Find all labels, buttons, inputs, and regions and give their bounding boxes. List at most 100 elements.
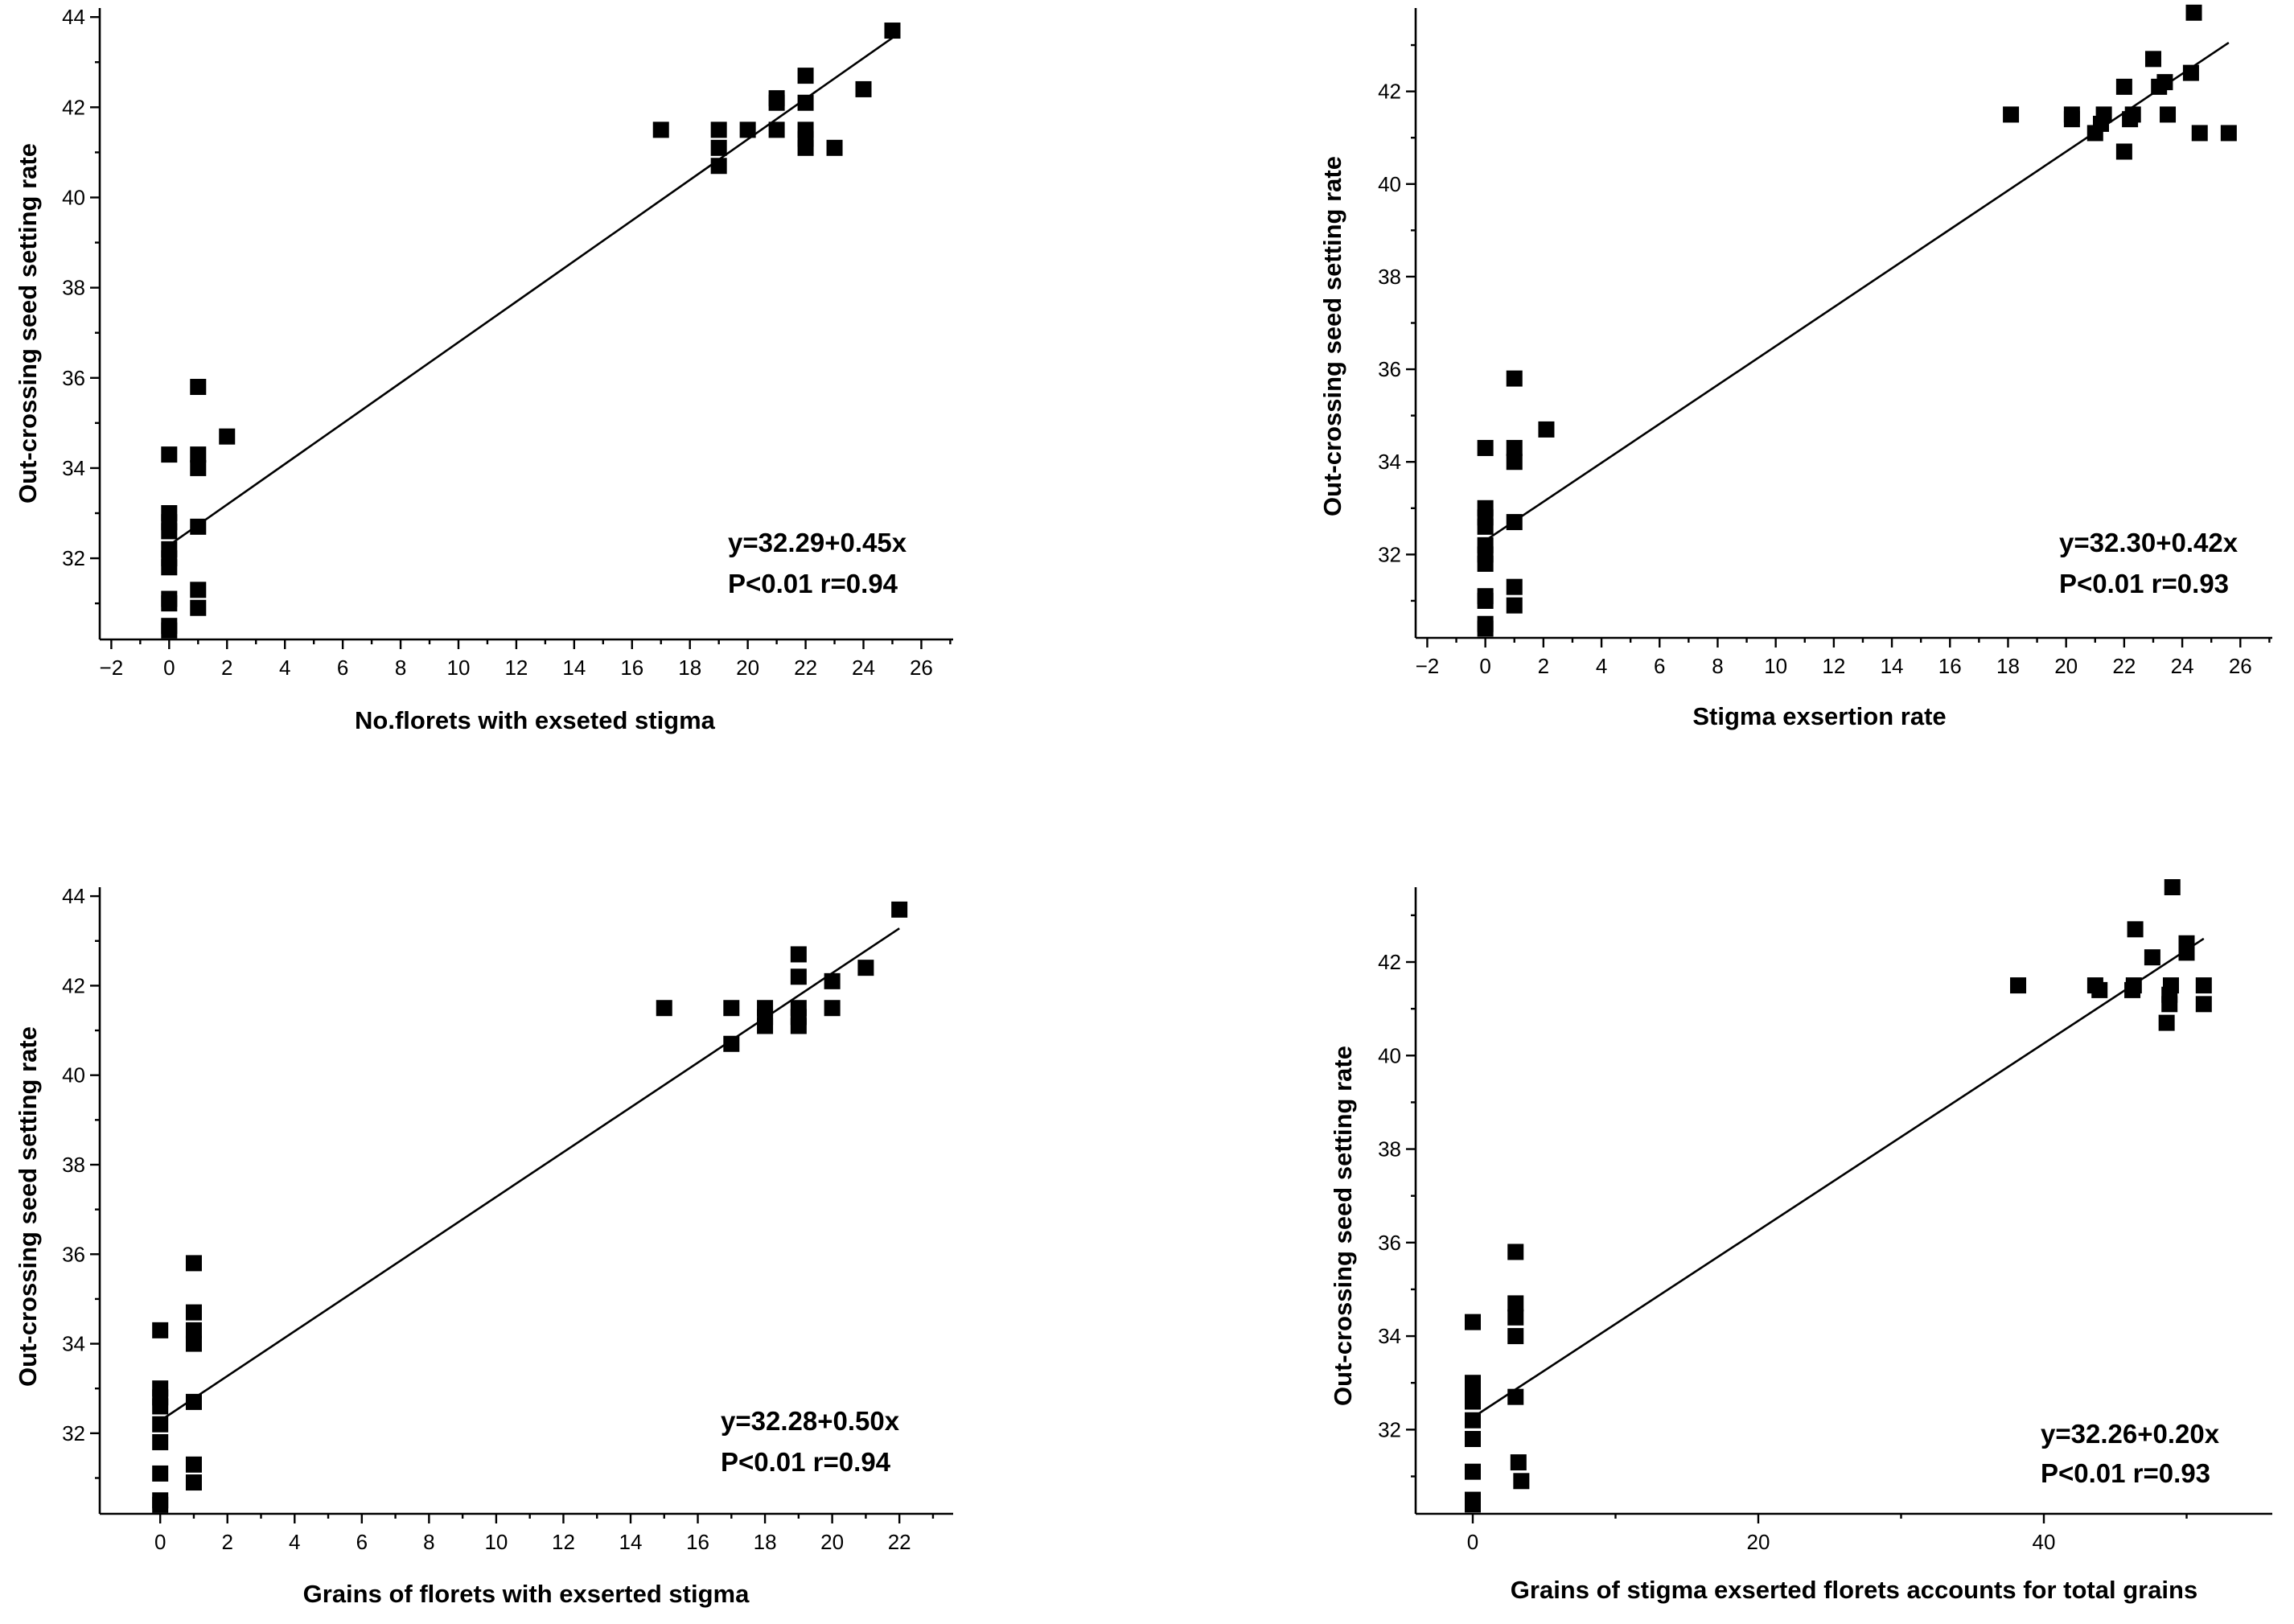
data-point: [790, 946, 807, 963]
data-point: [1477, 439, 1494, 456]
data-point: [790, 1000, 807, 1017]
y-tick-label: 32: [62, 1421, 85, 1445]
data-point: [2178, 935, 2195, 952]
data-point: [190, 446, 207, 463]
data-point: [152, 1465, 169, 1482]
x-tick-label: 2: [221, 656, 232, 680]
y-axis-title: Out-crossing seed setting rate: [14, 1026, 42, 1387]
data-point: [190, 379, 207, 395]
data-point: [185, 1322, 202, 1338]
x-tick-label: 22: [2112, 654, 2136, 678]
x-tick-label: 2: [221, 1530, 232, 1554]
data-point: [185, 1456, 202, 1473]
data-point: [710, 139, 727, 156]
data-point: [757, 1000, 774, 1017]
data-point: [2063, 106, 2080, 123]
y-tick-label: 34: [62, 456, 85, 480]
data-point: [2010, 977, 2027, 994]
regression-equation: y=32.29+0.45x: [728, 528, 907, 557]
data-point: [2125, 977, 2142, 994]
data-point: [2162, 977, 2179, 994]
data-point: [1465, 1375, 1481, 1392]
data-point: [1465, 1463, 1481, 1480]
x-tick-label: 22: [794, 656, 817, 680]
data-point: [2127, 921, 2144, 938]
data-point: [152, 1416, 169, 1433]
data-point: [1507, 1309, 1524, 1326]
data-point: [161, 505, 178, 521]
data-point: [790, 968, 807, 985]
data-point: [2195, 977, 2212, 994]
regression-line: [1472, 937, 2205, 1419]
data-point: [152, 1380, 169, 1397]
data-point: [797, 121, 814, 138]
data-point: [2182, 64, 2199, 81]
data-point: [2195, 996, 2212, 1013]
data-point: [1465, 1314, 1481, 1330]
y-tick-label: 34: [1378, 450, 1401, 474]
data-point: [161, 541, 178, 557]
x-tick-label: 10: [484, 1530, 508, 1554]
x-tick-label: 0: [1467, 1530, 1478, 1554]
data-point: [824, 1000, 841, 1017]
x-tick-label: 20: [1747, 1530, 1770, 1554]
x-tick-label: 26: [910, 656, 933, 680]
scatter-panel-grains: 0 2 4 6 8 10 12 14 16 18 20 22 32 34 36 38 40 42 44 Grains…: [14, 884, 953, 1608]
y-tick-label: 40: [1378, 1043, 1401, 1067]
regression-equation: y=32.28+0.50x: [721, 1406, 900, 1436]
x-tick-label: 22: [888, 1530, 911, 1554]
data-point: [710, 121, 727, 138]
y-tick-label: 38: [1378, 265, 1401, 289]
regression-line: [1484, 41, 2230, 542]
y-tick-label: 40: [1378, 172, 1401, 196]
x-tick-label: 0: [1479, 654, 1490, 678]
data-point: [2144, 51, 2161, 68]
data-point: [1506, 514, 1523, 531]
data-point: [1465, 1491, 1481, 1508]
data-point: [2158, 1014, 2175, 1031]
data-point: [710, 158, 727, 175]
data-point: [219, 428, 236, 445]
x-tick-label: 18: [754, 1530, 777, 1554]
regression-statistics: P<0.01 r=0.94: [728, 569, 898, 598]
x-tick-label: 12: [1822, 654, 1845, 678]
x-tick-label: 18: [1996, 654, 2020, 678]
regression-statistics: P<0.01 r=0.94: [721, 1447, 891, 1477]
y-tick-label: 36: [1378, 1231, 1401, 1255]
x-tick-label: 26: [2229, 654, 2252, 678]
regression-equation: y=32.30+0.42x: [2059, 528, 2238, 557]
y-tick-label: 36: [1378, 357, 1401, 381]
data-point: [1477, 588, 1494, 605]
regression-statistics: P<0.01 r=0.93: [2041, 1458, 2210, 1488]
data-point: [2115, 78, 2132, 95]
data-point: [739, 121, 756, 138]
x-tick-label: 6: [1654, 654, 1665, 678]
x-tick-label: 24: [2171, 654, 2194, 678]
data-point: [1477, 615, 1494, 632]
data-point: [1465, 1430, 1481, 1447]
x-tick-label: 4: [1596, 654, 1607, 678]
y-tick-label: 42: [1378, 80, 1401, 104]
data-point: [768, 90, 785, 107]
regression-statistics: P<0.01 r=0.93: [2059, 569, 2229, 598]
data-point: [1506, 597, 1523, 614]
data-point: [185, 1304, 202, 1321]
x-tick-label: 20: [820, 1530, 844, 1554]
x-tick-label: 6: [356, 1530, 368, 1554]
data-point: [1507, 1328, 1524, 1345]
data-point: [824, 972, 841, 989]
data-point: [152, 1322, 169, 1338]
data-point: [2156, 74, 2173, 91]
x-tick-label: 8: [395, 656, 406, 680]
regression-line: [159, 927, 900, 1422]
data-point: [2095, 106, 2112, 123]
x-tick-label: 12: [504, 656, 528, 680]
data-point: [826, 139, 843, 156]
x-tick-label: 16: [620, 656, 643, 680]
y-tick-label: 40: [62, 186, 85, 210]
y-tick-label: 32: [62, 546, 85, 570]
x-tick-label: 10: [1764, 654, 1787, 678]
y-tick-label: 36: [62, 1242, 85, 1266]
